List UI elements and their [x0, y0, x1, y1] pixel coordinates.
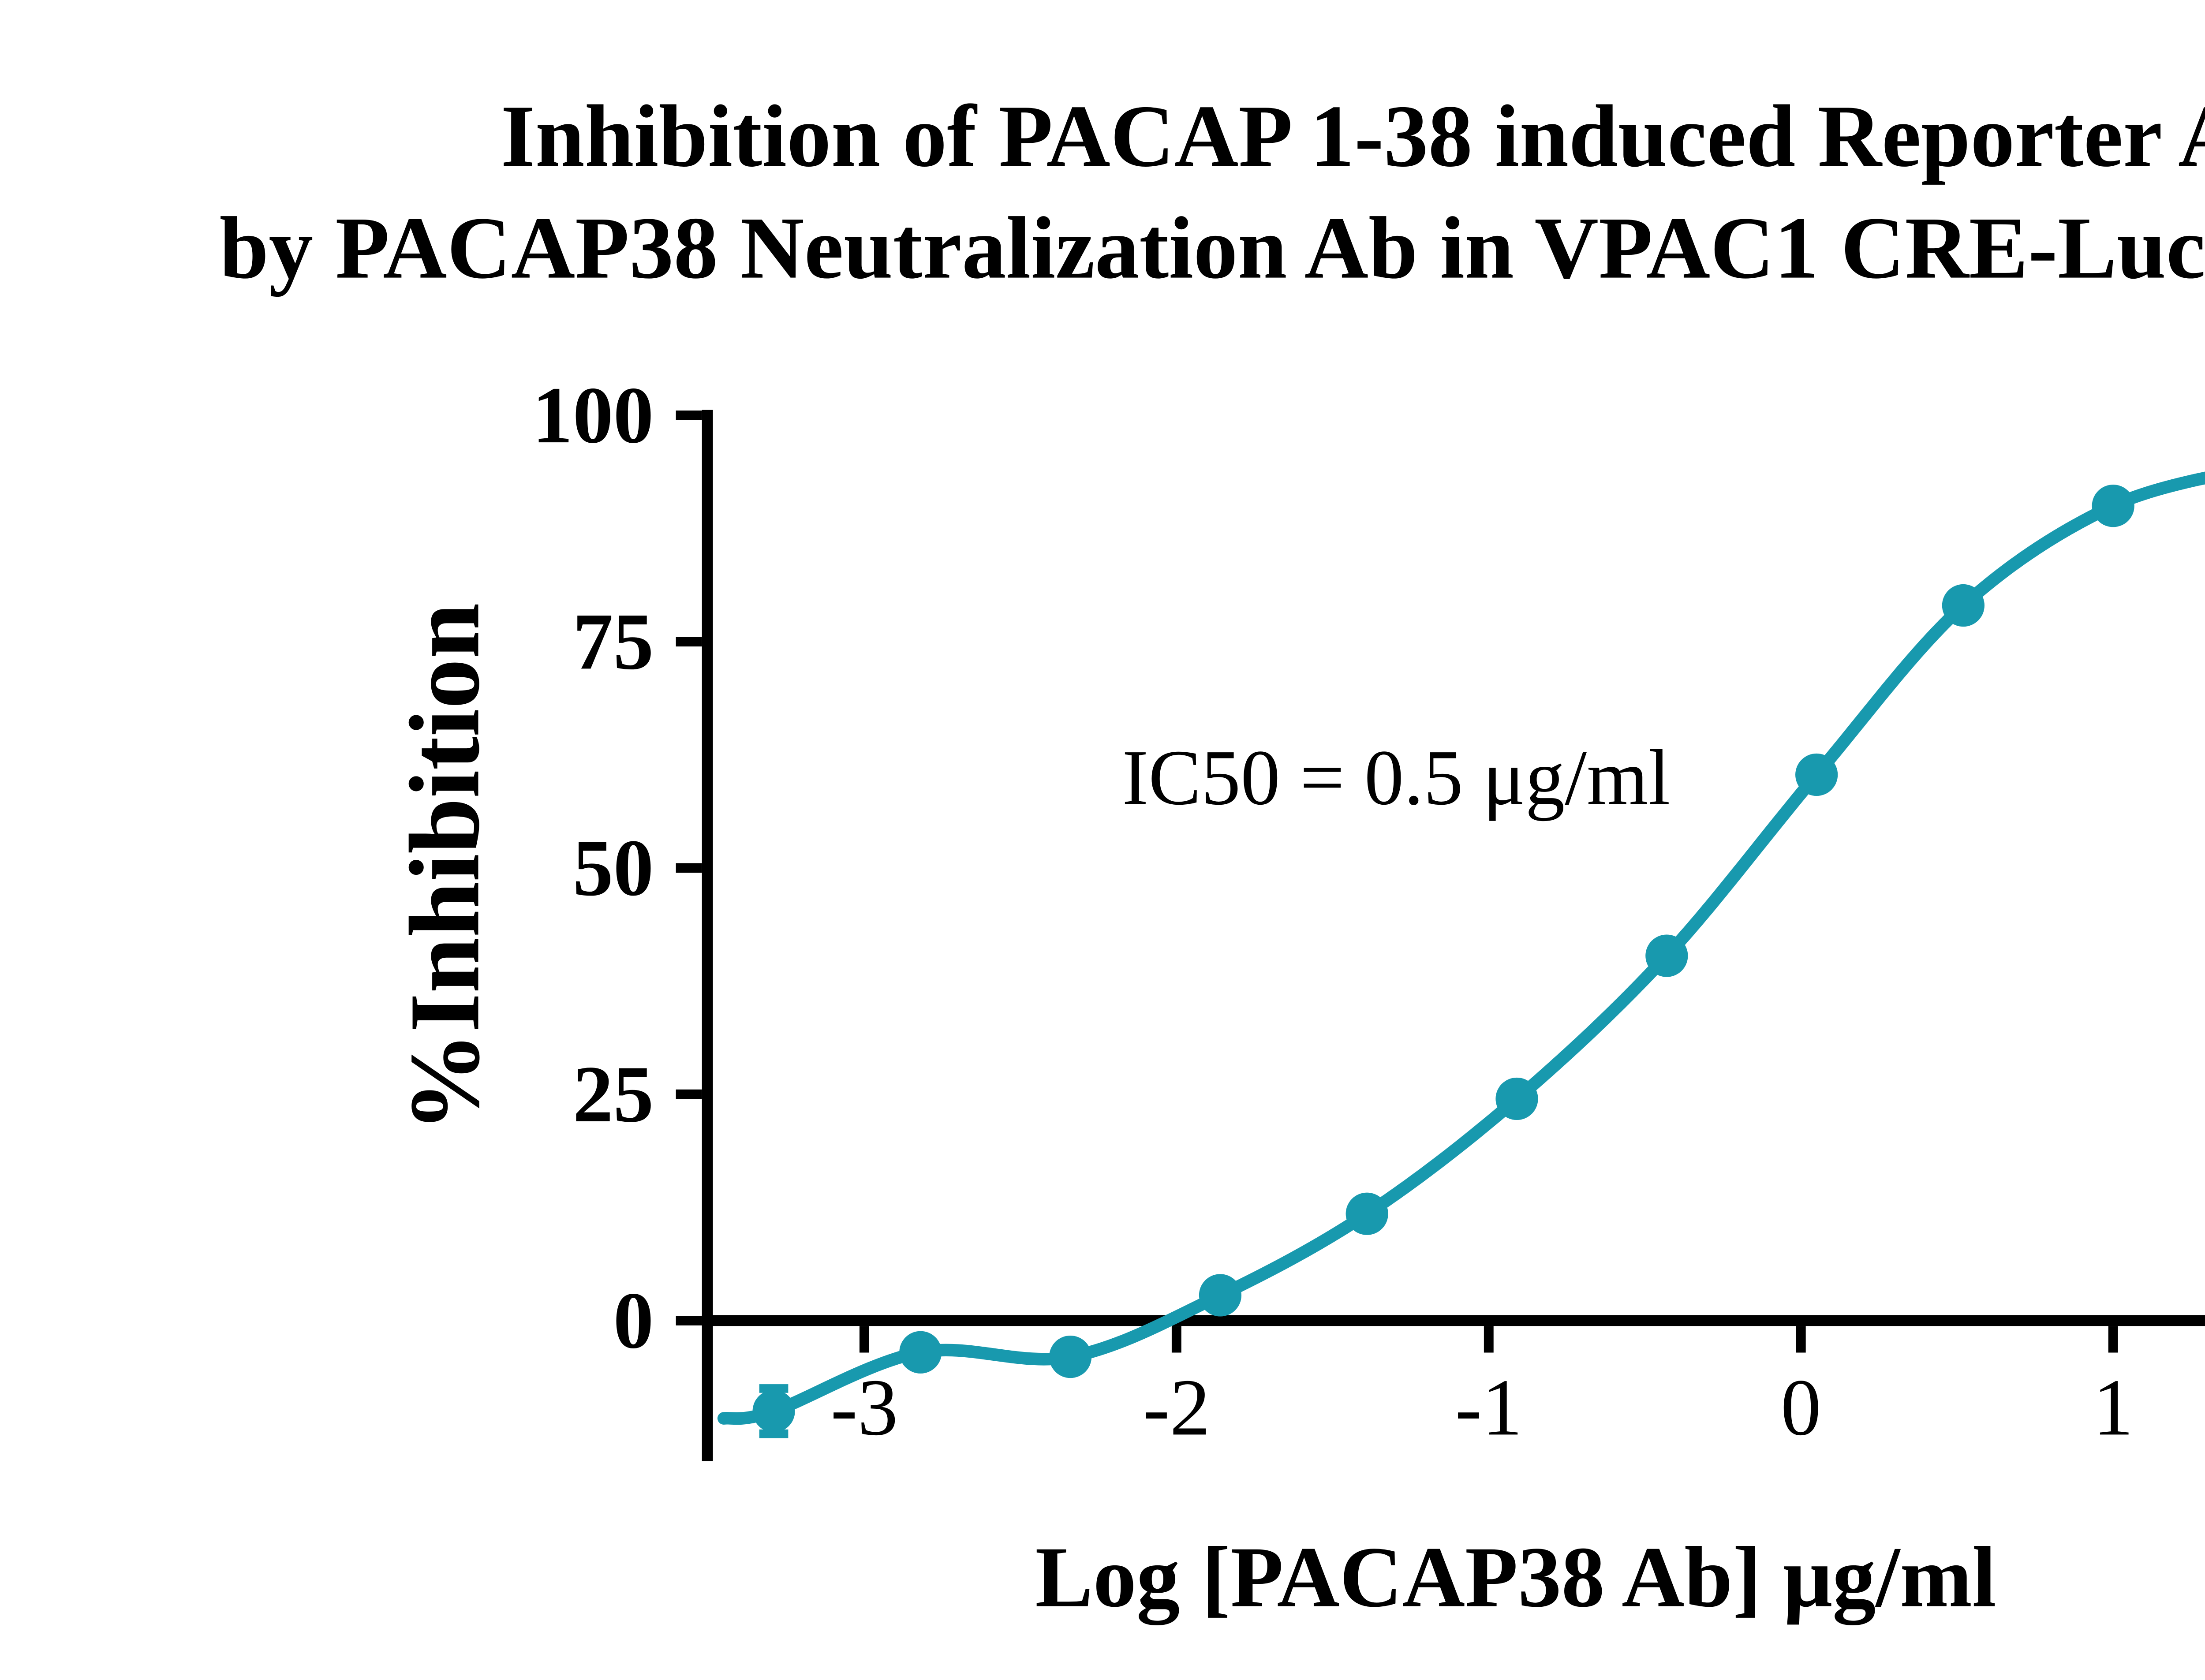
data-point: [1495, 1077, 1538, 1120]
chart-title-line2: by PACAP38 Neutralization Ab in VPAC1 CR…: [219, 198, 2205, 297]
x-tick-label: -2: [1143, 1362, 1210, 1452]
x-axis-label: Log [PACAP38 Ab] μg/ml: [1035, 1529, 1996, 1626]
x-tick-label: 0: [1781, 1362, 1821, 1452]
y-axis-ticks: 0 25 50 75 100: [532, 370, 702, 1365]
data-point: [1049, 1335, 1092, 1378]
y-tick-label: 0: [613, 1275, 654, 1365]
data-point: [752, 1390, 795, 1433]
data-points: [752, 485, 2134, 1433]
x-axis-line: [702, 1315, 2205, 1326]
data-point: [1645, 934, 1688, 977]
chart-title-line1: Inhibition of PACAP 1-38 induced Reporte…: [501, 86, 2205, 185]
y-axis-label: %Inhibition: [389, 603, 500, 1132]
x-tick-label: -1: [1455, 1362, 1522, 1452]
data-point: [1795, 753, 1838, 796]
data-point: [1942, 584, 1984, 627]
y-tick-label: 25: [573, 1049, 654, 1139]
y-tick-label: 75: [573, 596, 654, 686]
ic50-annotation: IC50 = 0.5 μg/ml: [1122, 733, 1670, 821]
y-axis-line: [702, 410, 713, 1461]
data-point: [1345, 1192, 1388, 1235]
y-tick-label: 100: [532, 370, 654, 460]
data-point: [1199, 1274, 1242, 1317]
data-point: [899, 1331, 942, 1374]
data-point: [2092, 485, 2134, 527]
x-axis-ticks: -3 -2 -1 0 1: [830, 1326, 2134, 1452]
chart-title: Inhibition of PACAP 1-38 induced Reporte…: [0, 81, 2205, 305]
y-tick-label: 50: [573, 823, 654, 913]
x-tick-label: 1: [2093, 1362, 2134, 1452]
fitted-curve: [717, 471, 2205, 1425]
